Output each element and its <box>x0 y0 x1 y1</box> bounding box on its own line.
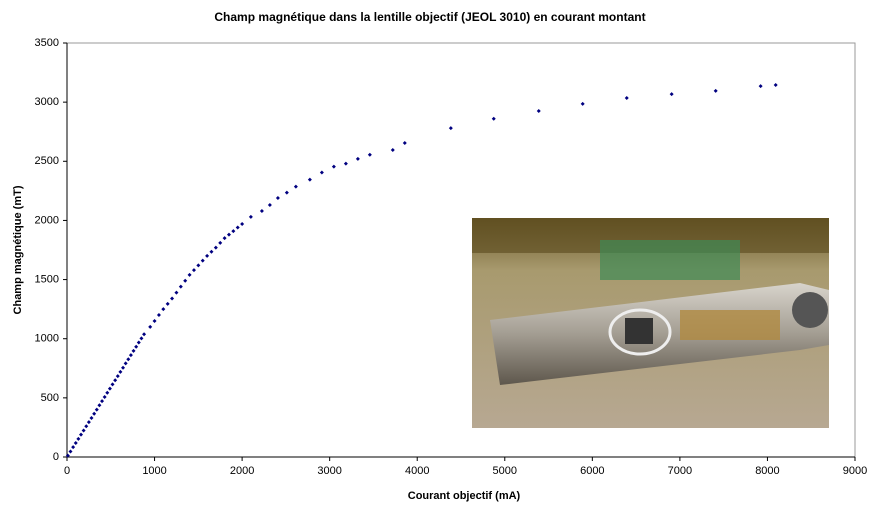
point <box>218 240 223 245</box>
point <box>231 229 236 234</box>
point <box>100 399 105 404</box>
x-tick-label: 8000 <box>755 465 779 477</box>
point <box>81 428 86 433</box>
point <box>71 445 76 450</box>
point <box>131 348 136 353</box>
point <box>161 307 166 312</box>
point <box>402 140 407 145</box>
point <box>139 336 144 341</box>
point <box>196 263 201 268</box>
point <box>134 344 139 349</box>
point <box>156 313 161 318</box>
point <box>126 357 131 362</box>
point <box>390 148 395 153</box>
point <box>773 82 778 87</box>
point <box>209 249 214 254</box>
point <box>86 420 91 425</box>
point <box>580 101 585 106</box>
point <box>213 245 218 250</box>
point <box>669 92 674 97</box>
point <box>222 236 227 241</box>
point <box>178 284 183 289</box>
point <box>200 258 205 263</box>
point <box>115 374 120 379</box>
x-tick-label: 1000 <box>142 465 166 477</box>
point <box>536 109 541 114</box>
point <box>248 214 253 219</box>
point <box>367 152 372 157</box>
point <box>73 441 78 446</box>
y-tick-label: 1000 <box>35 333 59 345</box>
point <box>491 116 496 121</box>
point <box>97 403 102 408</box>
point <box>205 253 210 258</box>
point <box>343 161 348 166</box>
x-tick-label: 2000 <box>230 465 254 477</box>
point <box>624 96 629 101</box>
point <box>183 278 188 283</box>
point <box>152 318 157 323</box>
y-tick-label: 500 <box>41 392 59 404</box>
point <box>76 436 81 441</box>
point <box>84 424 89 429</box>
y-tick-label: 3500 <box>35 37 59 49</box>
y-tick-label: 2500 <box>35 155 59 167</box>
point <box>65 453 70 458</box>
point <box>148 324 153 329</box>
x-tick-label: 7000 <box>668 465 692 477</box>
point <box>113 378 118 383</box>
point <box>275 195 280 200</box>
y-axis-label: Champ magnétique (mT) <box>12 185 24 314</box>
point <box>170 296 175 301</box>
point <box>174 290 179 295</box>
point <box>758 84 763 89</box>
y-tick-label: 0 <box>53 451 59 463</box>
point <box>284 190 289 195</box>
x-tick-label: 0 <box>64 465 70 477</box>
point <box>110 382 115 387</box>
point <box>191 268 196 273</box>
x-tick-label: 5000 <box>493 465 517 477</box>
point <box>102 395 107 400</box>
point <box>68 449 73 454</box>
point <box>105 390 110 395</box>
point <box>331 164 336 169</box>
point <box>128 353 133 358</box>
point <box>293 184 298 189</box>
point <box>713 88 718 93</box>
point <box>94 407 99 412</box>
point <box>355 156 360 161</box>
y-tick-label: 3000 <box>35 96 59 108</box>
point <box>307 177 312 182</box>
point <box>319 170 324 175</box>
point <box>89 415 94 420</box>
point <box>142 332 147 337</box>
chart-title: Champ magnétique dans la lentille object… <box>214 10 645 24</box>
point <box>136 340 141 345</box>
point <box>123 361 128 366</box>
point <box>121 365 126 370</box>
x-tick-label: 9000 <box>843 465 867 477</box>
point <box>235 225 240 230</box>
point <box>240 221 245 226</box>
point <box>118 369 123 374</box>
point <box>226 232 231 237</box>
point <box>165 301 170 306</box>
x-tick-label: 3000 <box>317 465 341 477</box>
point <box>267 203 272 208</box>
point <box>259 208 264 213</box>
point <box>79 432 84 437</box>
y-tick-label: 1500 <box>35 273 59 285</box>
point <box>92 411 97 416</box>
point <box>107 386 112 391</box>
x-tick-label: 6000 <box>580 465 604 477</box>
point <box>187 272 192 277</box>
point <box>448 126 453 131</box>
y-tick-label: 2000 <box>35 214 59 226</box>
x-axis-label: Courant objectif (mA) <box>408 490 521 502</box>
x-tick-label: 4000 <box>405 465 429 477</box>
inset-photo <box>472 218 829 428</box>
